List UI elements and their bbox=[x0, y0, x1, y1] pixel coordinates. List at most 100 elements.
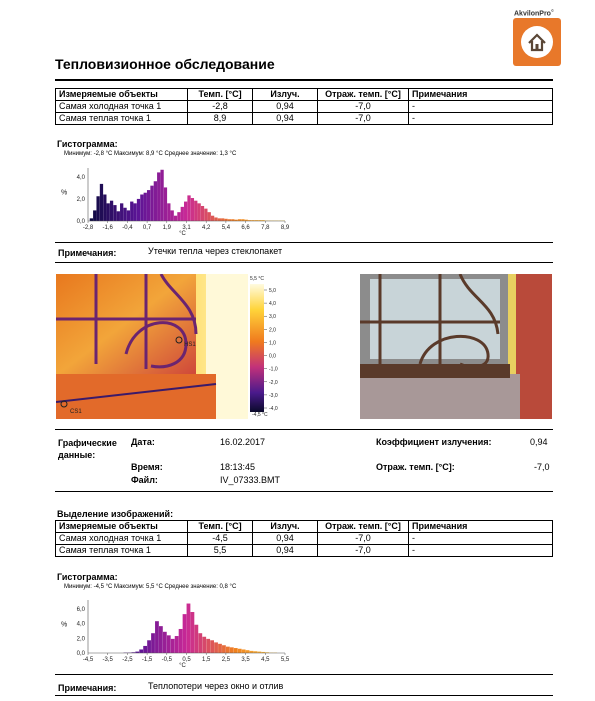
table-row: Самая холодная точка 1 -2,8 0,94 -7,0 - bbox=[55, 100, 553, 113]
date-value: 16.02.2017 bbox=[220, 437, 266, 447]
x-tick-label: 3,5 bbox=[241, 657, 250, 663]
histogram-bar bbox=[136, 198, 141, 221]
divider bbox=[55, 262, 553, 263]
table-header-row: Измеряемые объекты Темп. [°C] Излуч. Отр… bbox=[55, 88, 553, 101]
brand-name: AkvilonPro© bbox=[514, 8, 554, 18]
y-axis-label: % bbox=[61, 622, 67, 629]
divider bbox=[55, 242, 553, 243]
histogram-bar bbox=[254, 220, 259, 221]
color-scale: 5,0 4,0 3,0 2,0 1,0 0,0 -1,0 -2,0 -3,0 -4,0 bbox=[250, 284, 278, 412]
histogram-bar bbox=[190, 612, 195, 653]
histogram-bar bbox=[106, 203, 110, 221]
col-notes: Примечания bbox=[408, 520, 553, 533]
selection-label: Выделение изображений: bbox=[57, 509, 174, 519]
histogram-bar bbox=[190, 198, 195, 221]
x-unit-label: °C bbox=[179, 663, 186, 669]
histogram-bar bbox=[261, 220, 265, 221]
histogram-bar bbox=[96, 196, 100, 221]
cell: Самая теплая точка 1 bbox=[55, 112, 188, 125]
histogram-bar bbox=[187, 195, 191, 221]
histogram-bar bbox=[194, 200, 198, 221]
histogram-bar bbox=[214, 642, 218, 653]
x-tick-label: -2,5 bbox=[122, 657, 133, 663]
col-refl: Отраж. темп. [°C] bbox=[317, 88, 409, 101]
histogram-bar bbox=[174, 636, 179, 653]
x-tick-label: 6,6 bbox=[241, 225, 250, 231]
histogram-1-label: Гистограмма: bbox=[57, 139, 118, 149]
col-temp: Темп. [°C] bbox=[187, 88, 253, 101]
cell: 0,94 bbox=[252, 544, 318, 557]
histogram-2-chart: -4,5 -3,5 -2,5 -1,5 -0,5 0,5 1,5 2,5 3,5 4,5 5,5 °C… bbox=[61, 600, 290, 669]
file-label: Файл: bbox=[131, 475, 158, 485]
date-label: Дата: bbox=[131, 437, 155, 447]
histogram-bar bbox=[207, 212, 211, 221]
histogram-bar bbox=[244, 219, 248, 221]
cell: Самая холодная точка 1 bbox=[55, 100, 188, 113]
histogram-bar bbox=[241, 219, 245, 221]
histogram-bar bbox=[182, 614, 187, 653]
histogram-bar bbox=[150, 185, 154, 221]
histogram-bar bbox=[157, 172, 161, 221]
histogram-bar bbox=[214, 217, 218, 221]
cell: 8,9 bbox=[187, 112, 253, 125]
y-tick-label: 0,0 bbox=[77, 651, 86, 657]
histogram-bar bbox=[166, 635, 171, 653]
scale-tick-label: -1,0 bbox=[269, 367, 278, 373]
table-row: Самая теплая точка 1 8,9 0,94 -7,0 - bbox=[55, 112, 553, 125]
thermal-image: HS1 CS1 bbox=[56, 274, 248, 419]
scale-tick-label: 2,0 bbox=[269, 327, 276, 333]
histogram-bar bbox=[247, 220, 252, 221]
house-icon bbox=[528, 33, 546, 52]
measurements-table-2: Измеряемые объекты Темп. [°C] Излуч. Отр… bbox=[55, 520, 553, 557]
histogram-bar bbox=[258, 220, 262, 221]
x-tick-label: -0,5 bbox=[162, 657, 173, 663]
histogram-bar bbox=[245, 650, 250, 653]
histogram-bar bbox=[126, 210, 131, 221]
col-refl: Отраж. темп. [°C] bbox=[317, 520, 409, 533]
histogram-bar bbox=[210, 215, 215, 221]
histogram-bar bbox=[218, 643, 222, 653]
x-tick-label: 4,2 bbox=[202, 225, 211, 231]
scale-tick-label: 1,0 bbox=[269, 340, 276, 346]
col-objects: Измеряемые объекты bbox=[55, 88, 188, 101]
histogram-bar bbox=[120, 203, 124, 221]
y-axis-label: % bbox=[61, 190, 67, 197]
brand-logo bbox=[513, 18, 561, 66]
notes-1-label: Примечания: bbox=[58, 248, 117, 258]
y-tick-label: 2,0 bbox=[77, 197, 86, 203]
histogram-bar bbox=[151, 633, 155, 653]
histogram-bar bbox=[198, 633, 203, 653]
reflected-temp-label: Отраж. темп. [°C]: bbox=[376, 462, 455, 472]
x-tick-label: 1,5 bbox=[202, 657, 211, 663]
x-tick-label: 4,5 bbox=[261, 657, 270, 663]
cs1-marker: CS1 bbox=[70, 409, 82, 415]
cell: Самая теплая точка 1 bbox=[55, 544, 188, 557]
histogram-bar bbox=[167, 203, 171, 221]
histogram-bar bbox=[158, 626, 163, 653]
table-row: Самая холодная точка 1 -4,5 0,94 -7,0 - bbox=[55, 532, 553, 545]
table-row: Самая теплая точка 1 5,5 0,94 -7,0 - bbox=[55, 544, 553, 557]
histogram-bar bbox=[130, 201, 134, 221]
histogram-bar bbox=[162, 631, 167, 653]
divider bbox=[55, 491, 553, 492]
histogram-bar bbox=[184, 201, 188, 221]
histogram-bar bbox=[170, 638, 175, 653]
histogram-bar bbox=[204, 208, 208, 221]
x-unit-label: °C bbox=[179, 231, 186, 237]
histogram-bar bbox=[265, 652, 270, 653]
reflected-temp-value: -7,0 bbox=[534, 462, 550, 472]
histogram-bar bbox=[200, 205, 205, 221]
histogram-bar bbox=[206, 638, 211, 653]
histogram-bar bbox=[251, 220, 255, 221]
x-tick-label: 0,5 bbox=[182, 657, 191, 663]
cell: 5,5 bbox=[187, 544, 253, 557]
histogram-bar bbox=[180, 206, 184, 221]
cell: -7,0 bbox=[317, 100, 409, 113]
histogram-bar bbox=[147, 640, 151, 653]
cell: 0,94 bbox=[252, 100, 318, 113]
graphic-data-label: Графические данные: bbox=[58, 438, 117, 460]
histogram-bar bbox=[202, 636, 207, 653]
histogram-bar bbox=[225, 646, 230, 653]
histogram-bar bbox=[146, 190, 151, 221]
emissivity-value: 0,94 bbox=[530, 437, 548, 447]
